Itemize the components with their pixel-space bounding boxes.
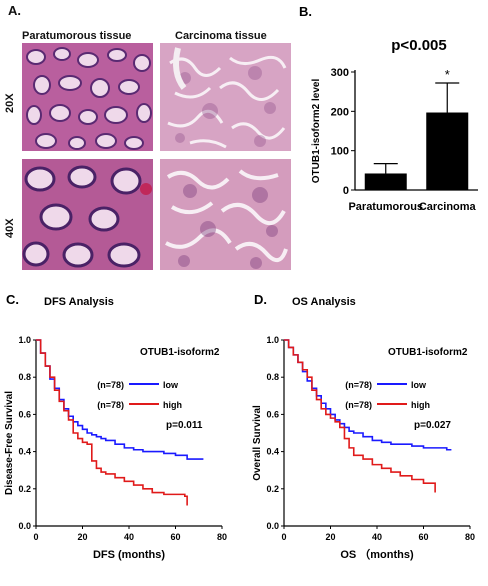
panel-letter: C. xyxy=(6,292,19,307)
y-tick-label: 100 xyxy=(331,146,349,158)
legend-label-low: low xyxy=(411,380,427,390)
y-axis-label: OTUB1-isoform2 level xyxy=(311,79,322,184)
x-tick-label: 0 xyxy=(33,532,38,542)
y-tick-label: 0.4 xyxy=(266,447,279,457)
y-tick-label: 0.6 xyxy=(18,409,31,419)
y-axis-label: Overall Survival xyxy=(252,405,263,481)
legend-n-high: (n=78) xyxy=(97,400,124,410)
y-tick-label: 1.0 xyxy=(266,335,279,345)
tissue-image xyxy=(22,43,153,151)
y-tick-label: 0.0 xyxy=(18,521,31,531)
bar-carcinoma xyxy=(426,112,469,190)
x-tick-label: 20 xyxy=(325,532,335,542)
y-axis-label: Disease-Free Survival xyxy=(4,391,15,495)
y-tick-label: 0 xyxy=(343,185,349,197)
chart-title: DFS Analysis xyxy=(44,296,114,308)
micrograph-paratumorous-40x xyxy=(22,159,153,270)
x-axis-label: OS （months) xyxy=(340,548,414,561)
paratumorous-caption: Paratumorous tissue xyxy=(22,30,132,42)
legend-label-high: high xyxy=(163,400,182,410)
chart-title: OS Analysis xyxy=(292,296,356,308)
x-tick-label: 40 xyxy=(372,532,382,542)
category-label: Carcinoma xyxy=(419,201,477,213)
series-line-high xyxy=(284,339,436,493)
panel-letter: B. xyxy=(299,4,312,19)
x-axis-label: DFS (months) xyxy=(93,549,165,561)
legend-label-low: low xyxy=(163,380,179,390)
bar-paratumorous xyxy=(364,173,407,190)
tissue-image xyxy=(160,43,291,151)
legend-n-low: (n=78) xyxy=(345,380,372,390)
y-tick-label: 0.6 xyxy=(266,409,279,419)
km-chart-os: D. OS Analysis Overall Survival OS （months)… xyxy=(252,292,475,561)
x-tick-label: 80 xyxy=(465,532,475,542)
y-tick-label: 0.0 xyxy=(266,521,279,531)
x-tick-label: 60 xyxy=(170,532,180,542)
series-line-high xyxy=(36,339,188,506)
micrograph-carcinoma-40x xyxy=(160,159,291,270)
y-tick-label: 0.2 xyxy=(266,484,279,494)
mag-20x-label: 20X xyxy=(4,93,16,113)
y-tick-label: 1.0 xyxy=(18,335,31,345)
bar-chart-otub1-level: B. p<0.005 OTUB1-isoform2 level 0 100 200 300 P… xyxy=(299,4,478,213)
panel-a-letter: A. xyxy=(8,3,21,18)
micrograph-paratumorous-20x xyxy=(22,43,153,151)
mag-40x-label: 40X xyxy=(4,218,16,238)
legend-label-high: high xyxy=(411,400,430,410)
y-tick-label: 0.2 xyxy=(18,484,31,494)
tissue-image xyxy=(160,159,291,270)
x-tick-label: 60 xyxy=(418,532,428,542)
y-tick-label: 300 xyxy=(331,67,349,79)
chart-title: p<0.005 xyxy=(391,37,446,54)
p-value: p=0.027 xyxy=(414,420,451,431)
x-tick-label: 80 xyxy=(217,532,227,542)
p-value: p=0.011 xyxy=(166,420,203,431)
legend-n-low: (n=78) xyxy=(97,380,124,390)
legend-title: OTUB1-isoform2 xyxy=(388,347,468,358)
carcinoma-caption: Carcinoma tissue xyxy=(175,30,267,42)
micrograph-carcinoma-20x xyxy=(160,43,291,151)
x-tick-label: 40 xyxy=(124,532,134,542)
legend-title: OTUB1-isoform2 xyxy=(140,347,220,358)
tissue-image xyxy=(22,159,153,270)
y-tick-label: 0.4 xyxy=(18,447,31,457)
panel-letter: D. xyxy=(254,292,267,307)
x-tick-label: 0 xyxy=(281,532,286,542)
x-tick-label: 20 xyxy=(77,532,87,542)
category-label: Paratumorous xyxy=(348,201,423,213)
significance-marker: * xyxy=(445,67,450,82)
km-chart-dfs: C. DFS Analysis Disease-Free Survival DFS (… xyxy=(4,292,227,561)
y-tick-label: 0.8 xyxy=(18,372,31,382)
y-tick-label: 200 xyxy=(331,106,349,118)
y-tick-label: 0.8 xyxy=(266,372,279,382)
legend-n-high: (n=78) xyxy=(345,400,372,410)
